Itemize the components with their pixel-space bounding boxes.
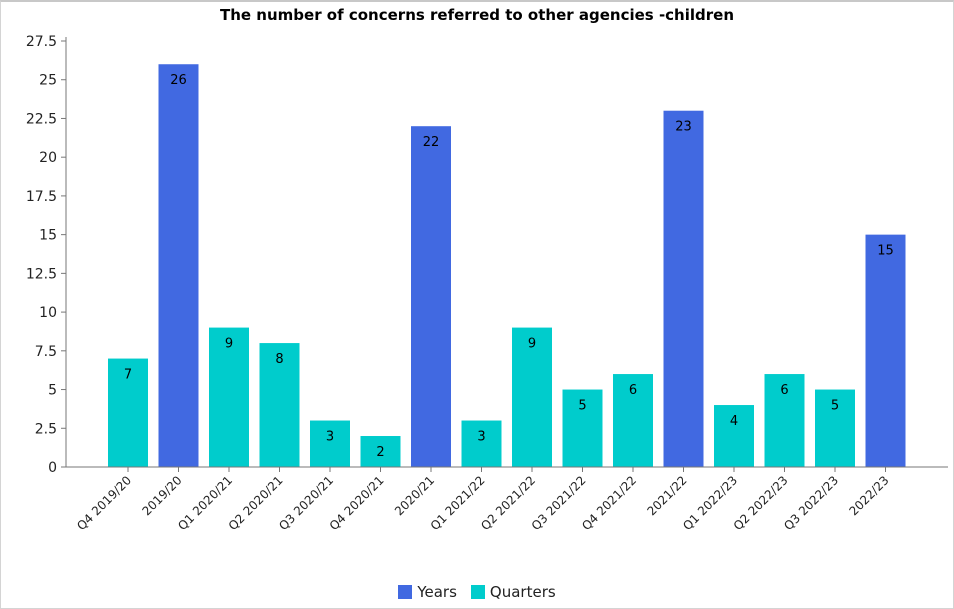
y-tick-label: 22.5: [26, 111, 57, 127]
bar-q4-2019-20[interactable]: [108, 358, 148, 467]
bar-q2-2022-23[interactable]: [764, 374, 805, 467]
y-axis: 0 2.5 5 7.5 10 12.5 15 17.5 20 22.5 25 27.5: [26, 34, 67, 476]
bar-2021-22[interactable]: [663, 110, 704, 467]
data-label: 4: [730, 414, 738, 429]
legend-label-quarters: Quarters: [489, 583, 556, 601]
y-tick-label: 12.5: [26, 266, 57, 282]
data-label: 9: [225, 337, 233, 352]
x-tick-label: Q4 2019/20: [74, 473, 134, 533]
bar-2022-23[interactable]: [865, 234, 906, 467]
data-label: 5: [831, 399, 839, 414]
y-tick-label: 20: [39, 150, 57, 166]
chart-title: The number of concerns referred to other…: [219, 6, 735, 24]
y-tick-label: 17.5: [26, 189, 57, 205]
bar-q3-2022-23[interactable]: [815, 389, 855, 467]
bar-q2-2020-21[interactable]: [259, 343, 300, 467]
data-label: 3: [326, 430, 334, 445]
bar-q3-2020-21[interactable]: [310, 420, 350, 467]
data-label: 7: [124, 368, 132, 383]
data-label: 22: [423, 135, 440, 150]
y-tick-label: 0: [48, 460, 57, 476]
y-tick-label: 15: [39, 228, 57, 244]
data-label: 2: [376, 445, 384, 460]
bar-q1-2022-23[interactable]: [714, 405, 754, 467]
y-tick-label: 5: [48, 383, 57, 399]
legend-label-years: Years: [417, 583, 457, 601]
data-label: 26: [170, 73, 187, 88]
x-tick-label: 2021/22: [644, 473, 689, 518]
bar-2020-21[interactable]: [411, 126, 451, 467]
bar-q4-2021-22[interactable]: [613, 374, 653, 467]
y-tick-label: 2.5: [35, 421, 57, 437]
bar-2019-20[interactable]: [158, 64, 199, 468]
data-label: 5: [578, 399, 586, 414]
legend: Years Quarters: [0, 583, 954, 601]
x-tick-label: 2022/23: [846, 473, 891, 518]
y-tick-label: 7.5: [35, 344, 57, 360]
bar-q4-2020-21[interactable]: [360, 436, 401, 467]
data-label: 6: [780, 383, 788, 398]
data-label: 8: [275, 352, 283, 367]
data-label: 3: [477, 430, 485, 445]
bar-q1-2020-21[interactable]: [209, 327, 249, 467]
legend-item-years[interactable]: Years: [398, 583, 457, 601]
legend-item-quarters[interactable]: Quarters: [470, 583, 556, 601]
bar-q1-2021-22[interactable]: [461, 420, 502, 467]
legend-swatch-years: [398, 585, 413, 599]
bar-q2-2021-22[interactable]: [512, 327, 552, 467]
x-tick-label: 2020/21: [392, 473, 437, 518]
x-tick-label: 2019/20: [139, 473, 184, 518]
data-label: 23: [675, 120, 692, 135]
data-label: 9: [528, 337, 536, 352]
x-tick-label: Q4 2020/21: [327, 473, 387, 533]
legend-swatch-quarters: [470, 585, 485, 599]
data-label: 6: [629, 383, 637, 398]
bar-q3-2021-22[interactable]: [562, 389, 603, 467]
y-tick-label: 27.5: [26, 34, 57, 50]
y-tick-label: 25: [39, 73, 57, 89]
x-tick-label: Q4 2021/22: [579, 473, 639, 533]
y-tick-label: 10: [39, 305, 57, 321]
x-tick-label: Q3 2022/23: [781, 473, 841, 533]
data-label: 15: [877, 244, 894, 259]
